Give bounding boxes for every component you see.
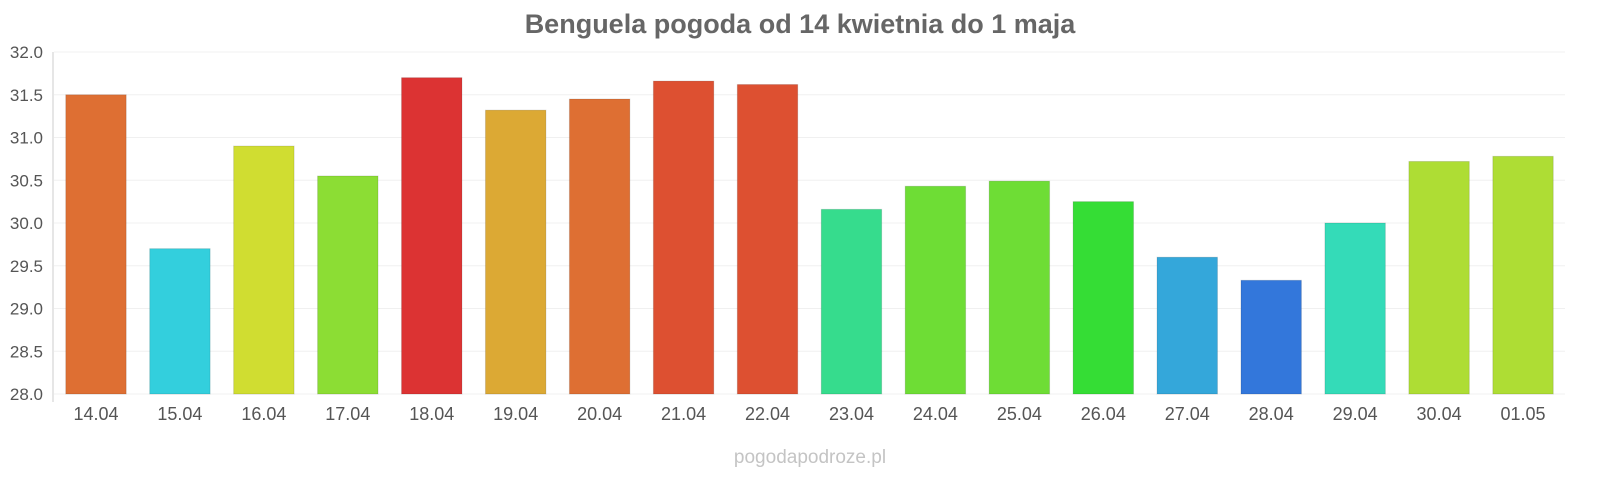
x-tick-label: 22.04 bbox=[745, 404, 790, 424]
bars bbox=[65, 77, 1554, 395]
x-tick-label: 26.04 bbox=[1081, 404, 1126, 424]
y-tick-label: 29.5 bbox=[10, 257, 43, 276]
bar-28.04[interactable] bbox=[1240, 279, 1302, 395]
y-tick-label: 30.0 bbox=[10, 214, 43, 233]
x-tick-label: 01.05 bbox=[1501, 404, 1546, 424]
y-tick-label: 32.0 bbox=[10, 43, 43, 62]
x-tick-label: 29.04 bbox=[1333, 404, 1378, 424]
y-axis-ticks: 28.0 28.5 29.0 29.5 30.0 30.5 31.0 31.5 32.0 bbox=[10, 43, 43, 404]
x-tick-label: 19.04 bbox=[493, 404, 538, 424]
bar-01.05[interactable] bbox=[1492, 155, 1554, 395]
x-axis-ticks: 14.04 15.04 16.04 17.04 18.04 19.04 20.04 21.04… bbox=[73, 404, 1545, 424]
x-tick-label: 24.04 bbox=[913, 404, 958, 424]
bar-14.04[interactable] bbox=[65, 94, 127, 395]
bar-16.04[interactable] bbox=[233, 145, 295, 395]
y-tick-label: 28.0 bbox=[10, 385, 43, 404]
bar-21.04[interactable] bbox=[652, 80, 715, 395]
y-tick-label: 31.0 bbox=[10, 129, 43, 148]
bar-23.04[interactable] bbox=[820, 208, 883, 395]
x-tick-label: 23.04 bbox=[829, 404, 874, 424]
x-tick-label: 20.04 bbox=[577, 404, 622, 424]
bar-30.04[interactable] bbox=[1408, 160, 1470, 395]
bar-15.04[interactable] bbox=[149, 248, 211, 395]
bar-18.04[interactable] bbox=[401, 77, 463, 395]
x-tick-label: 16.04 bbox=[241, 404, 286, 424]
x-tick-label: 18.04 bbox=[409, 404, 454, 424]
x-tick-label: 28.04 bbox=[1249, 404, 1294, 424]
chart-title: Benguela pogoda od 14 kwietnia do 1 maja bbox=[525, 9, 1077, 39]
bar-24.04[interactable] bbox=[904, 185, 967, 395]
x-tick-label: 14.04 bbox=[73, 404, 118, 424]
x-tick-label: 30.04 bbox=[1417, 404, 1462, 424]
bar-19.04[interactable] bbox=[484, 109, 547, 395]
bar-26.04[interactable] bbox=[1072, 201, 1135, 395]
y-tick-label: 31.5 bbox=[10, 86, 43, 105]
watermark-text: pogodapodroze.pl bbox=[734, 447, 886, 468]
x-tick-label: 21.04 bbox=[661, 404, 706, 424]
bar-29.04[interactable] bbox=[1324, 222, 1386, 395]
bar-27.04[interactable] bbox=[1156, 256, 1218, 395]
y-tick-label: 30.5 bbox=[10, 171, 43, 190]
x-tick-label: 17.04 bbox=[325, 404, 370, 424]
x-tick-label: 15.04 bbox=[157, 404, 202, 424]
grid-lines bbox=[54, 51, 1565, 395]
bar-22.04[interactable] bbox=[736, 83, 799, 395]
bar-17.04[interactable] bbox=[317, 175, 379, 395]
y-tick-label: 29.0 bbox=[10, 300, 43, 319]
bar-25.04[interactable] bbox=[988, 180, 1051, 395]
bar-20.04[interactable] bbox=[568, 98, 631, 395]
y-tick-label: 28.5 bbox=[10, 342, 43, 361]
x-tick-label: 27.04 bbox=[1165, 404, 1210, 424]
x-tick-label: 25.04 bbox=[997, 404, 1042, 424]
